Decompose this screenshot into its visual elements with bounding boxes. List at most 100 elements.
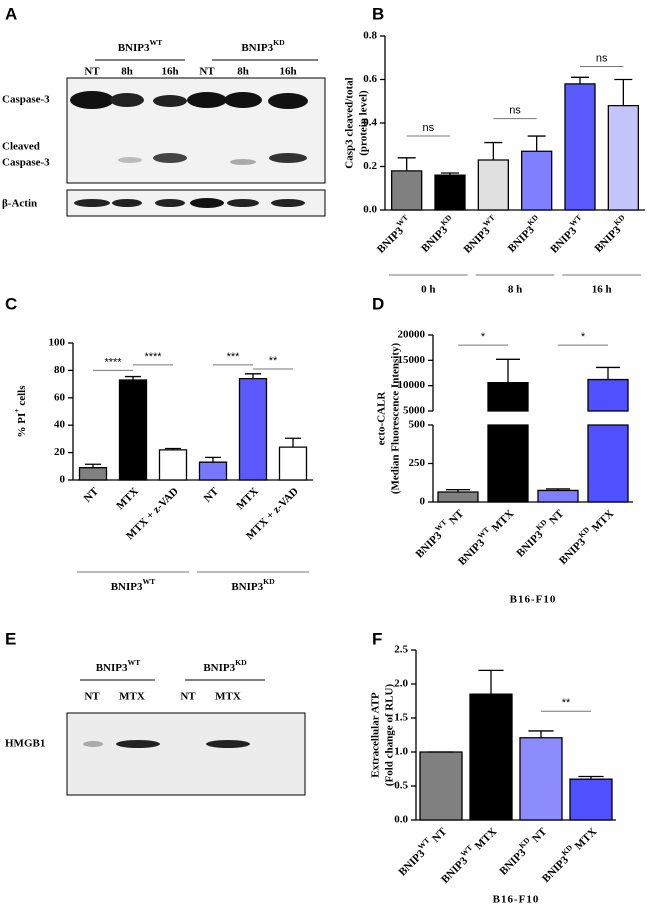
error-bar	[496, 358, 520, 383]
error-bar	[614, 78, 633, 106]
bar	[118, 379, 148, 481]
bar	[158, 449, 188, 481]
bar	[587, 378, 629, 503]
bar	[391, 170, 423, 211]
bar	[198, 461, 228, 481]
y-axis-label: Casp3 cleaved/total	[344, 77, 356, 168]
group-label-part: BNIP3	[241, 42, 273, 54]
x-tick-label: BNIP3KD	[590, 213, 632, 255]
x-tick-label-part: BNIP3	[592, 223, 623, 254]
x-tick-label-part: NT	[528, 825, 550, 847]
lane-label: MTX	[215, 691, 241, 703]
error-bar	[284, 437, 302, 448]
x-tick-label: BNIP3KD NT	[495, 823, 550, 878]
y-tick-label: 100	[49, 337, 66, 349]
error-bar	[441, 172, 459, 176]
lane-label: NT	[199, 66, 215, 78]
x-tick-label-part: BNIP3	[505, 223, 536, 254]
group-label: BNIP3KD	[241, 38, 285, 53]
panel-letter: A	[5, 4, 17, 23]
group-label: BNIP3KD	[203, 658, 247, 673]
x-tick-label-part: NT	[545, 507, 567, 529]
significance-label: *	[481, 331, 486, 343]
x-tick-label-part: BNIP3	[548, 224, 579, 255]
x-tick-label-part: BNIP3	[557, 535, 588, 566]
panel-letter: C	[5, 294, 17, 313]
group-label-part: WT	[149, 38, 163, 47]
y-tick-label: 60	[54, 391, 66, 403]
y-axis-label-part: cells	[16, 385, 28, 409]
y-tick-label: 0.4	[363, 117, 377, 129]
lane-label: NT	[180, 691, 196, 703]
group-label-part: BNIP3	[96, 662, 128, 674]
bar	[564, 83, 596, 211]
panel-letter: B	[372, 4, 384, 23]
y-tick-label: 80	[54, 364, 66, 376]
group-label-part: BNIP3	[111, 581, 143, 593]
bar	[469, 693, 513, 821]
y-axis-label-part: +	[12, 408, 21, 412]
lane-label: 16h	[161, 66, 178, 78]
y-tick-label: 0.8	[363, 30, 377, 42]
error-bar	[397, 157, 416, 171]
row-label: HMGB1	[5, 738, 45, 750]
x-tick-label: BNIP3WT	[459, 213, 502, 256]
x-tick-label-part: MTX	[470, 825, 499, 854]
x-tick-label-part: BNIP3	[461, 224, 492, 255]
y-tick-label: 0.2	[363, 160, 377, 172]
error-bar	[484, 141, 503, 160]
group-label-part: KD	[263, 577, 275, 586]
significance-label: ****	[104, 356, 122, 368]
y-tick-label: 15000	[398, 354, 426, 366]
bar	[419, 751, 463, 821]
bar	[477, 159, 509, 211]
y-tick-label: 0.0	[363, 204, 377, 216]
error-bar	[578, 775, 604, 780]
significance-label: ns	[423, 122, 435, 134]
panel-letter: E	[5, 629, 16, 648]
x-tick-label-part: BNIP3	[419, 223, 450, 254]
y-axis-label: (Fold change of RLU)	[384, 683, 396, 786]
y-axis-label-part: % PI	[16, 413, 28, 438]
bar	[569, 778, 613, 821]
y-tick-label: 0	[60, 474, 66, 486]
error-bar	[244, 373, 262, 379]
x-tick-label-part: BNIP3	[540, 853, 571, 884]
x-tick-label-part: MTX	[587, 507, 616, 536]
y-tick-label: 0.6	[363, 73, 377, 85]
x-tick-label: BNIP3KD NT	[512, 505, 567, 560]
x-tick-label: BNIP3WT NT	[394, 823, 450, 879]
bar	[519, 737, 563, 821]
group-label-part: KD	[273, 38, 285, 47]
significance-label: ****	[144, 351, 162, 363]
lane-label: NT	[84, 66, 100, 78]
x-tick-label: BNIP3WT NT	[411, 505, 467, 561]
group-label: 0 h	[421, 284, 435, 296]
group-label-part: WT	[142, 577, 156, 586]
bar	[78, 467, 108, 481]
error-bar	[124, 375, 142, 380]
bar	[238, 377, 268, 481]
x-tick-label: BNIP3WT	[372, 213, 415, 256]
y-tick-label: 500	[409, 419, 426, 431]
bar	[278, 446, 308, 481]
significance-label: ***	[227, 351, 241, 363]
x-tick-label-part: BNIP3	[375, 224, 406, 255]
error-bar	[528, 730, 554, 738]
error-bar	[571, 76, 589, 84]
group-label-part: BNIP3	[231, 581, 263, 593]
group-label-part: BNIP3	[203, 662, 235, 674]
row-label: Caspase-3	[2, 94, 50, 106]
y-axis-label: (protein level)	[358, 90, 370, 156]
y-tick-label: 1.0	[394, 746, 408, 758]
y-tick-label: 2.0	[394, 678, 408, 690]
significance-label: ns	[509, 105, 521, 117]
group-label-part: BNIP3	[118, 42, 150, 54]
y-tick-label: 5000	[403, 405, 426, 417]
blot-e-image	[66, 679, 306, 796]
y-tick-label: 0.0	[394, 814, 408, 826]
y-tick-label: 0	[420, 496, 426, 508]
x-axis-label: B16-F10	[493, 894, 540, 906]
x-tick-label: MTX	[234, 485, 261, 512]
